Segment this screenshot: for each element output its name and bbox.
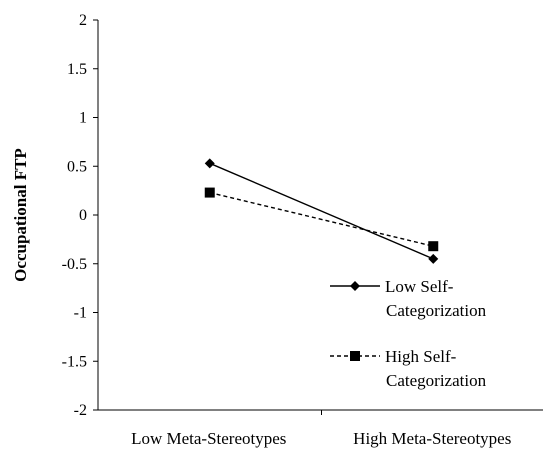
legend-label: High Self- bbox=[385, 347, 457, 366]
axes bbox=[97, 20, 543, 411]
series-line bbox=[209, 191, 434, 247]
legend-marker-diamond bbox=[350, 281, 360, 291]
x-ticks: Low Meta-Stereotypes High Meta-Stereotype… bbox=[131, 410, 511, 448]
legend-label: Categorization bbox=[386, 301, 487, 320]
y-tick-label: -1 bbox=[74, 305, 87, 322]
data-point-square bbox=[204, 187, 215, 198]
data-point-diamond bbox=[428, 253, 439, 264]
y-tick-label: 0.5 bbox=[67, 158, 87, 175]
legend-item: Low Self- Categorization bbox=[330, 277, 487, 320]
series-2 bbox=[204, 187, 439, 252]
y-tick-label: 0 bbox=[79, 207, 87, 224]
legend: Low Self- Categorization High Self- Categor… bbox=[330, 277, 487, 390]
x-category-label: High Meta-Stereotypes bbox=[353, 429, 511, 448]
legend-item: High Self- Categorization bbox=[330, 347, 487, 390]
y-tick-label: -0.5 bbox=[62, 256, 87, 273]
series-group bbox=[204, 158, 439, 264]
legend-marker-square bbox=[350, 351, 360, 361]
y-axis-title: Occupational FTP bbox=[11, 148, 30, 282]
y-ticks: 2 1.5 1 0.5 0 -0.5 -1 -1.5 -2 bbox=[62, 12, 98, 419]
series-line bbox=[209, 162, 434, 260]
y-tick-label: 1 bbox=[79, 110, 87, 127]
data-point-square bbox=[428, 241, 439, 252]
y-tick-label: 1.5 bbox=[67, 61, 87, 78]
y-tick-label: -1.5 bbox=[62, 353, 87, 370]
y-tick-label: -2 bbox=[74, 402, 87, 419]
x-category-label: Low Meta-Stereotypes bbox=[131, 429, 286, 448]
legend-label: Categorization bbox=[386, 371, 487, 390]
data-point-diamond bbox=[204, 158, 215, 169]
series-1 bbox=[204, 158, 439, 264]
y-tick-label: 2 bbox=[79, 12, 87, 29]
legend-label: Low Self- bbox=[385, 277, 454, 296]
